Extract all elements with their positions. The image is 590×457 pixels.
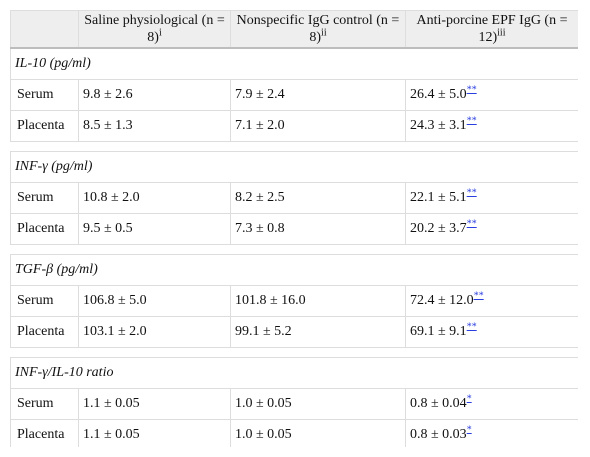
table-cell: 106.8 ± 5.0 bbox=[78, 285, 231, 317]
table-cell: 24.3 ± 3.1** bbox=[405, 110, 578, 142]
table-cell: 10.8 ± 2.0 bbox=[78, 182, 231, 214]
table-cell: 72.4 ± 12.0** bbox=[405, 285, 578, 317]
cell-value: 0.8 ± 0.03 bbox=[410, 427, 467, 442]
section-header-row: INF-γ/IL-10 ratio bbox=[10, 357, 578, 389]
table-row: Placenta 1.1 ± 0.05 1.0 ± 0.05 0.8 ± 0.03* bbox=[10, 419, 578, 447]
table-row: Serum 1.1 ± 0.05 1.0 ± 0.05 0.8 ± 0.04* bbox=[10, 388, 578, 420]
table-cell: 22.1 ± 5.1** bbox=[405, 182, 578, 214]
row-label: Serum bbox=[10, 285, 79, 317]
header-igg-control: Nonspecific IgG control (n = 8)ii bbox=[230, 10, 406, 49]
table-container: Saline physiological (n = 8)i Nonspecifi… bbox=[10, 10, 578, 447]
significance-footnote-link[interactable]: * bbox=[466, 424, 472, 436]
table-row: Placenta 9.5 ± 0.5 7.3 ± 0.8 20.2 ± 3.7** bbox=[10, 213, 578, 245]
section-header-row: INF-γ (pg/ml) bbox=[10, 151, 578, 183]
section-header-row: TGF-β (pg/ml) bbox=[10, 254, 578, 286]
table-cell: 20.2 ± 3.7** bbox=[405, 213, 578, 245]
cell-value: 0.8 ± 0.04 bbox=[410, 396, 467, 411]
section-spacer bbox=[10, 244, 578, 255]
section-title: INF-γ (pg/ml) bbox=[10, 151, 578, 183]
table-cell: 26.4 ± 5.0** bbox=[405, 79, 578, 111]
row-label: Placenta bbox=[10, 110, 79, 142]
table-cell: 1.0 ± 0.05 bbox=[230, 388, 406, 420]
significance-footnote-link[interactable]: ** bbox=[466, 84, 477, 96]
table-cell: 99.1 ± 5.2 bbox=[230, 316, 406, 348]
row-label: Serum bbox=[10, 388, 79, 420]
table-cell: 7.1 ± 2.0 bbox=[230, 110, 406, 142]
section-header-row: IL-10 (pg/ml) bbox=[10, 47, 578, 80]
row-label: Serum bbox=[10, 79, 79, 111]
section-title: INF-γ/IL-10 ratio bbox=[10, 357, 578, 389]
cell-value: 26.4 ± 5.0 bbox=[410, 87, 467, 102]
table-cell: 0.8 ± 0.04* bbox=[405, 388, 578, 420]
table-cell: 7.3 ± 0.8 bbox=[230, 213, 406, 245]
cell-value: 20.2 ± 3.7 bbox=[410, 221, 467, 236]
table-cell: 7.9 ± 2.4 bbox=[230, 79, 406, 111]
row-label: Placenta bbox=[10, 316, 79, 348]
section-spacer bbox=[10, 141, 578, 152]
table-cell: 9.8 ± 2.6 bbox=[78, 79, 231, 111]
cell-value: 72.4 ± 12.0 bbox=[410, 293, 474, 308]
cell-value: 24.3 ± 3.1 bbox=[410, 118, 467, 133]
table-cell: 1.1 ± 0.05 bbox=[78, 419, 231, 447]
cell-value: 22.1 ± 5.1 bbox=[410, 190, 467, 205]
table-row: Serum 9.8 ± 2.6 7.9 ± 2.4 26.4 ± 5.0** bbox=[10, 79, 578, 111]
significance-footnote-link[interactable]: * bbox=[466, 393, 472, 405]
table-cell: 69.1 ± 9.1** bbox=[405, 316, 578, 348]
significance-footnote-link[interactable]: ** bbox=[473, 290, 484, 302]
table-cell: 8.2 ± 2.5 bbox=[230, 182, 406, 214]
header-saline: Saline physiological (n = 8)i bbox=[78, 10, 231, 49]
cell-value: 69.1 ± 9.1 bbox=[410, 324, 467, 339]
row-label: Placenta bbox=[10, 213, 79, 245]
table-cell: 8.5 ± 1.3 bbox=[78, 110, 231, 142]
table-cell: 0.8 ± 0.03* bbox=[405, 419, 578, 447]
header-empty bbox=[10, 10, 79, 49]
significance-footnote-link[interactable]: ** bbox=[466, 321, 477, 333]
significance-footnote-link[interactable]: ** bbox=[466, 115, 477, 127]
header-anti-epf: Anti-porcine EPF IgG (n = 12)iii bbox=[405, 10, 578, 49]
significance-footnote-link[interactable]: ** bbox=[466, 218, 477, 230]
table-cell: 1.1 ± 0.05 bbox=[78, 388, 231, 420]
table-row: Placenta 103.1 ± 2.0 99.1 ± 5.2 69.1 ± 9.1*… bbox=[10, 316, 578, 348]
row-label: Serum bbox=[10, 182, 79, 214]
section-title: IL-10 (pg/ml) bbox=[10, 47, 578, 80]
table-row: Serum 106.8 ± 5.0 101.8 ± 16.0 72.4 ± 12.0*… bbox=[10, 285, 578, 317]
table-row: Placenta 8.5 ± 1.3 7.1 ± 2.0 24.3 ± 3.1** bbox=[10, 110, 578, 142]
cytokine-table: Saline physiological (n = 8)i Nonspecifi… bbox=[10, 10, 578, 447]
table-cell: 1.0 ± 0.05 bbox=[230, 419, 406, 447]
table-cell: 9.5 ± 0.5 bbox=[78, 213, 231, 245]
header-row: Saline physiological (n = 8)i Nonspecifi… bbox=[10, 10, 578, 49]
row-label: Placenta bbox=[10, 419, 79, 447]
significance-footnote-link[interactable]: ** bbox=[466, 187, 477, 199]
table-cell: 103.1 ± 2.0 bbox=[78, 316, 231, 348]
section-title: TGF-β (pg/ml) bbox=[10, 254, 578, 286]
table-cell: 101.8 ± 16.0 bbox=[230, 285, 406, 317]
table-row: Serum 10.8 ± 2.0 8.2 ± 2.5 22.1 ± 5.1** bbox=[10, 182, 578, 214]
section-spacer bbox=[10, 347, 578, 358]
